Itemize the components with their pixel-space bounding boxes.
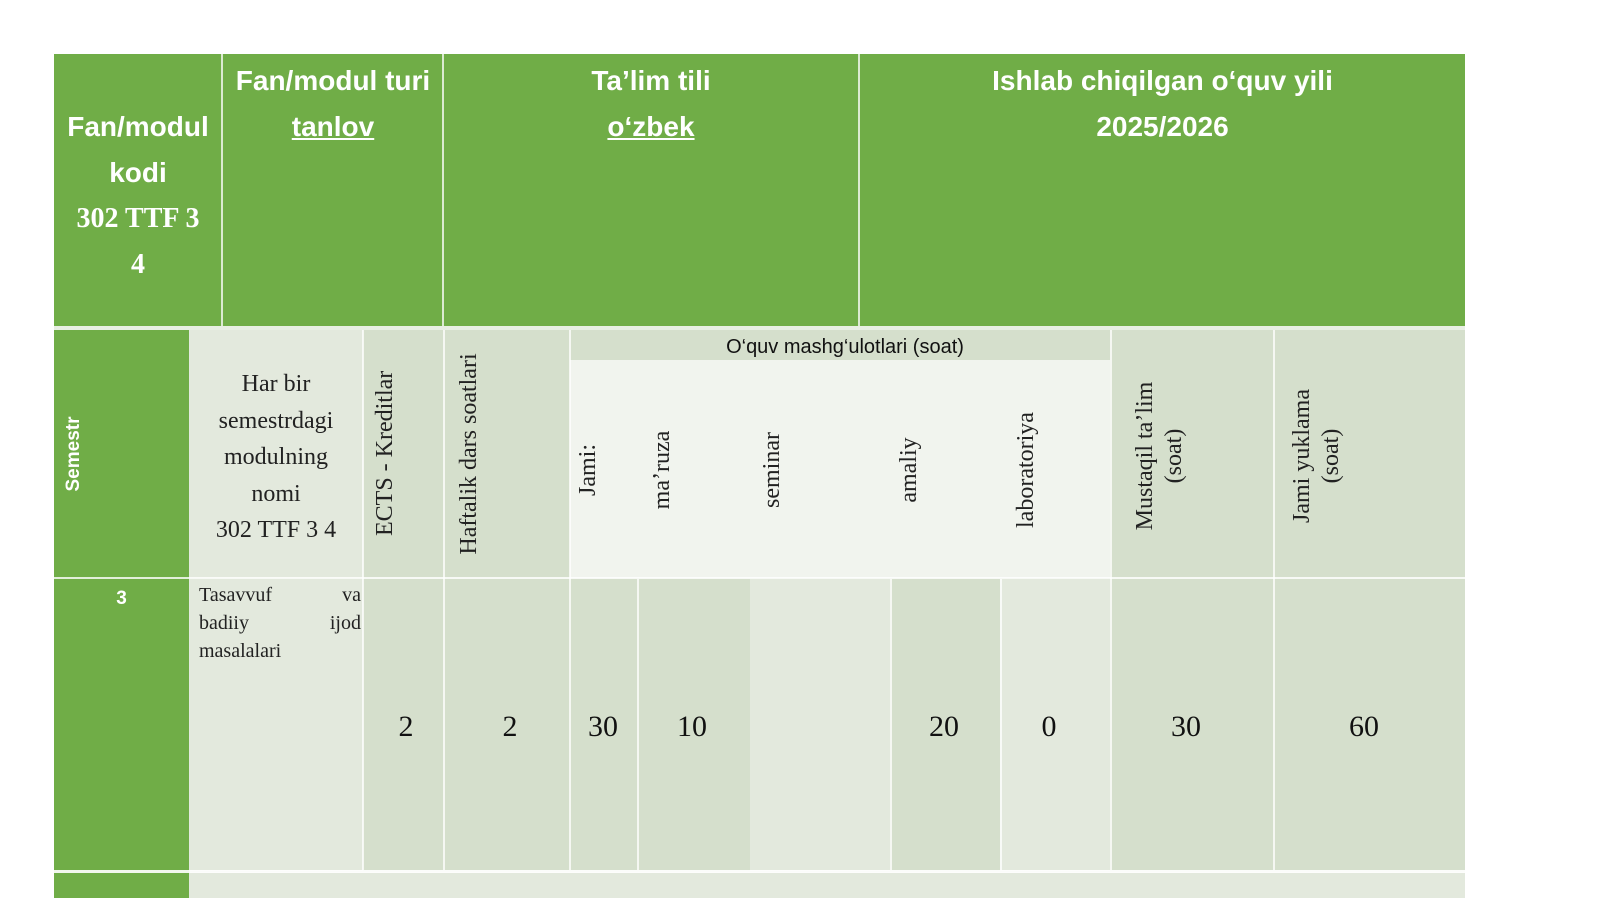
module-name-word-1: Tasavvuf: [199, 584, 273, 606]
language-value: o‘zbek: [607, 111, 695, 142]
module-name-header: Har bir semestrdagi modulning nomi 302 T…: [189, 366, 363, 549]
col-line-ects: [443, 330, 445, 870]
lecture-header: ma’ruza: [649, 430, 675, 510]
module-code-value-l1: 302 TTF 3: [76, 203, 200, 234]
col-line-weekly: [569, 330, 571, 870]
independent-study-header-l1: Mustaqil ta’lim: [1132, 381, 1158, 531]
module-name-header-l4: nomi: [251, 480, 301, 507]
language-cell: Ta’lim tili o‘zbek: [444, 58, 858, 150]
col-line-independent: [1110, 330, 1112, 870]
module-name-value-l1: Tasavvuf va: [199, 581, 361, 609]
weekly-hours-header: Haftalik dars soatlari: [456, 353, 482, 555]
language-label: Ta’lim tili: [591, 65, 711, 96]
total-hours-value: 30: [588, 710, 618, 743]
module-name-value-l2: badiiy ijod: [199, 609, 361, 637]
module-name-value: Tasavvuf va badiiy ijod masalalari: [199, 581, 361, 665]
total-load-header: Jami yuklama (soat): [1288, 376, 1346, 536]
module-name-header-l5: 302 TTF 3 4: [215, 517, 337, 543]
lecture-value: 10: [677, 710, 707, 743]
total-load-header-l1: Jami yuklama: [1289, 389, 1315, 523]
header-divider-3: [858, 54, 860, 326]
module-type-value: tanlov: [291, 111, 375, 142]
semester-column: [54, 330, 189, 898]
total-load-header-l2: (soat): [1318, 428, 1344, 484]
independent-study-header: Mustaqil ta’lim (soat): [1131, 371, 1189, 541]
year-cell: Ishlab chiqilgan o‘quv yili 2025/2026: [860, 58, 1465, 150]
module-type-label: Fan/modul turi: [235, 65, 431, 96]
total-load-value: 60: [1349, 710, 1379, 743]
total-hours-header: Jami:: [575, 444, 601, 496]
module-name-header-l3: modulning: [223, 444, 328, 470]
weekly-hours-value: 2: [502, 710, 518, 743]
independent-study-value: 30: [1171, 710, 1201, 743]
module-name-row-bg: [189, 579, 363, 871]
practical-header: amaliy: [896, 437, 922, 503]
year-value: 2025/2026: [1096, 111, 1229, 142]
classes-group-header: O‘quv mashg‘ulotlari (soat): [726, 336, 964, 358]
row-separator-bottom: [54, 870, 1465, 873]
col-line-module: [362, 330, 364, 870]
header-divider-2: [442, 54, 444, 326]
col-line-lab: [1000, 579, 1002, 870]
col-line-total: [637, 579, 639, 870]
col-line-total-load: [1273, 330, 1275, 870]
module-code-value: 302 TTF 3 4: [54, 196, 222, 288]
row-separator-top: [54, 326, 1465, 330]
seminar-row-bg: [750, 579, 890, 871]
module-type-cell: Fan/modul turi tanlov: [223, 58, 443, 150]
module-name-word-2: va: [342, 584, 361, 606]
col-line-practical: [890, 579, 892, 870]
bottom-strip: [189, 872, 1465, 898]
module-name-word-3: badiiy: [199, 612, 249, 634]
classes-subheader-bg: [570, 360, 1110, 578]
module-name-header-l1: Har bir: [241, 371, 311, 397]
year-label: Ishlab chiqilgan o‘quv yili: [992, 65, 1333, 96]
header-row: [54, 54, 1465, 326]
module-name-value-l3: masalalari: [199, 640, 282, 662]
lab-header: laboratoriya: [1013, 412, 1039, 528]
independent-study-header-l2: (soat): [1161, 428, 1187, 484]
module-code-cell: Fan/modul kodi: [54, 104, 222, 196]
practical-value: 20: [929, 710, 959, 743]
lab-value: 0: [1041, 710, 1057, 743]
module-name-header-bg: [189, 330, 363, 578]
semester-value: 3: [116, 588, 127, 609]
module-name-header-l2: semestrdagi: [218, 407, 334, 434]
row-separator-mid: [54, 577, 1465, 579]
semester-header: Semestr: [63, 416, 84, 492]
module-code-value-l2: 4: [131, 249, 145, 280]
module-code-label-l1: Fan/modul: [67, 111, 209, 142]
seminar-header: seminar: [759, 432, 785, 508]
lab-row-bg: [1000, 579, 1110, 871]
module-name-word-4: ijod: [329, 612, 361, 634]
ects-header: ECTS - Kreditlar: [372, 370, 398, 536]
ects-value: 2: [398, 710, 414, 743]
module-code-label-l2: kodi: [109, 157, 167, 188]
header-divider-1: [221, 54, 223, 326]
